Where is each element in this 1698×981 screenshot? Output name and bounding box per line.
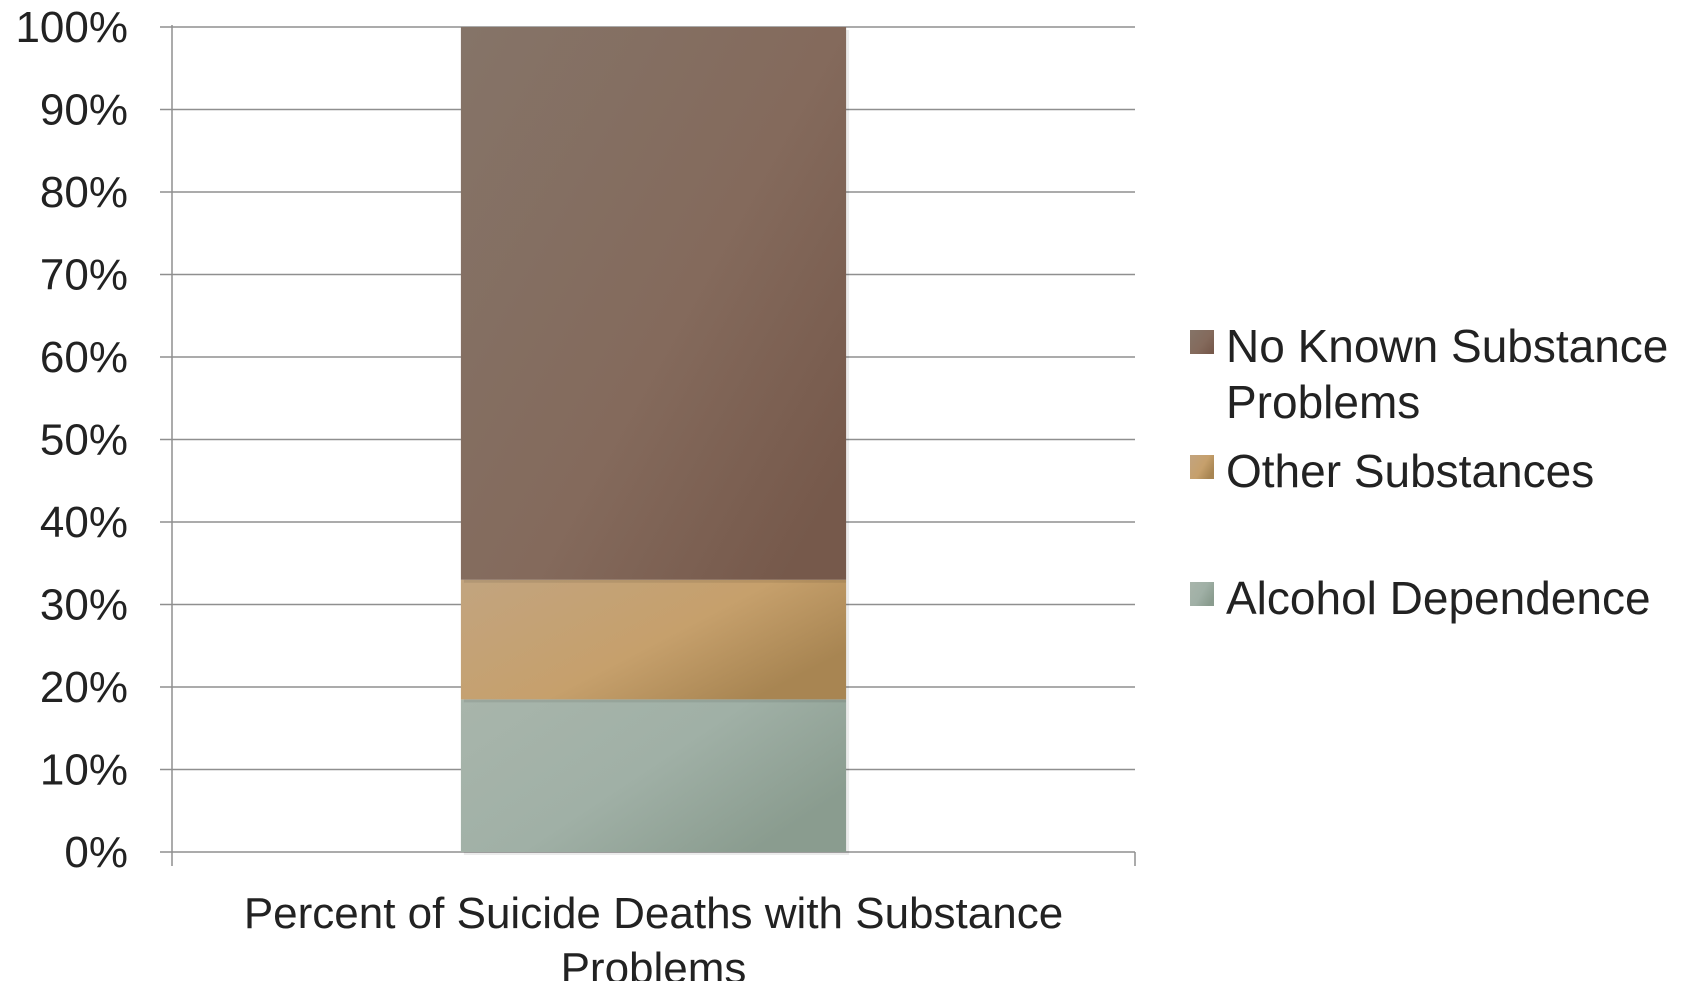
y-tick-label: 20%: [40, 663, 128, 712]
x-category-label: Percent of Suicide Deaths with Substance…: [244, 889, 1063, 981]
legend-label: No Known Substance Problems: [1226, 320, 1668, 428]
legend-label: Alcohol Dependence: [1226, 572, 1651, 624]
y-tick-label: 60%: [40, 333, 128, 382]
bar-segments: [460, 27, 850, 855]
legend-swatch: [1190, 582, 1214, 606]
y-tick-label: 100%: [15, 3, 128, 52]
legend-label: Other Substances: [1226, 445, 1594, 497]
x-axis-category-labels: Percent of Suicide Deaths with Substance…: [244, 889, 1063, 981]
bar-segment-no-known-substance-problems: [460, 27, 847, 580]
bar-segment-alcohol-dependence: [460, 699, 847, 852]
legend: No Known Substance Problems Other Substanc…: [1190, 320, 1668, 624]
legend-item-alcohol-dependence: Alcohol Dependence: [1190, 572, 1651, 624]
y-tick-label: 90%: [40, 86, 128, 135]
y-tick-label: 30%: [40, 581, 128, 630]
y-tick-label: 0%: [64, 828, 128, 877]
legend-swatch: [1190, 455, 1214, 479]
y-tick-label: 10%: [40, 746, 128, 795]
y-tick-label: 80%: [40, 168, 128, 217]
y-tick-label: 40%: [40, 498, 128, 547]
y-tick-label: 70%: [40, 251, 128, 300]
y-tick-label: 50%: [40, 416, 128, 465]
y-axis-tick-labels: 0% 10% 20% 30% 40% 50% 60% 70% 80% 90% 100%: [15, 3, 128, 877]
legend-item-no-known-substance-problems: No Known Substance Problems: [1190, 320, 1668, 428]
bar-segment-other-substances: [460, 579, 847, 700]
legend-swatch: [1190, 330, 1214, 354]
legend-item-other-substances: Other Substances: [1190, 445, 1594, 497]
